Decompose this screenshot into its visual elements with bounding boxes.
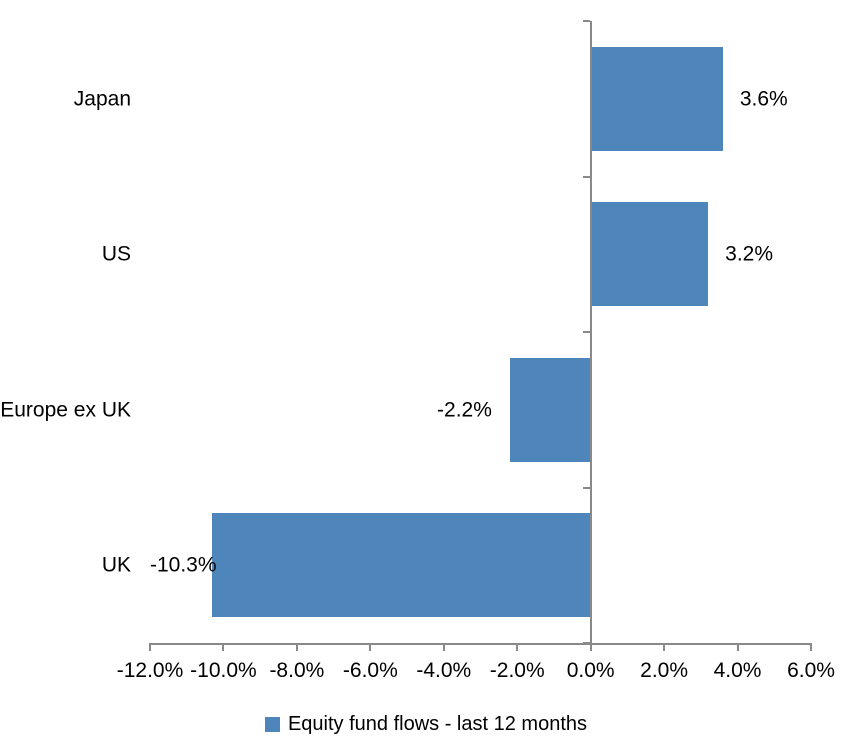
x-tick-mark — [222, 643, 225, 651]
value-label-us: 3.2% — [725, 242, 774, 266]
zero-axis-line — [589, 21, 592, 650]
value-label-japan: 3.6% — [739, 87, 788, 111]
x-tick-mark — [149, 643, 151, 651]
category-label-us: US — [101, 242, 131, 266]
y-tick-mark — [582, 486, 590, 489]
bar-uk — [212, 513, 590, 618]
bar-us — [591, 202, 709, 307]
x-tick-label: -8.0% — [269, 659, 325, 682]
value-label-europe-ex-uk: -2.2% — [437, 398, 492, 422]
legend-swatch-icon — [264, 716, 280, 732]
y-tick-mark — [582, 331, 590, 333]
x-tick-mark — [295, 643, 298, 651]
x-tick-mark — [442, 643, 445, 651]
x-tick-label: -6.0% — [342, 659, 398, 682]
x-axis-line — [150, 643, 811, 645]
y-tick-mark — [582, 20, 590, 22]
x-tick-label: 2.0% — [640, 659, 689, 682]
value-label-uk: -10.3% — [150, 553, 217, 577]
x-tick-mark — [516, 643, 519, 651]
category-label-europe-ex-uk: Europe ex UK — [0, 398, 131, 422]
x-tick-label: -2.0% — [489, 659, 545, 682]
x-tick-label: 4.0% — [713, 659, 762, 682]
x-tick-label: -4.0% — [416, 659, 472, 682]
x-tick-mark — [369, 643, 372, 651]
x-tick-mark — [663, 643, 666, 651]
bar-japan — [591, 46, 723, 151]
x-tick-label: 6.0% — [787, 659, 835, 682]
legend: Equity fund flows - last 12 months — [0, 707, 852, 741]
x-tick-mark — [736, 643, 739, 651]
y-tick-mark — [582, 642, 590, 644]
x-tick-label: -10.0% — [190, 659, 257, 682]
x-tick-label: -12.0% — [116, 659, 184, 682]
x-tick-label: 0.0% — [566, 659, 615, 682]
category-label-uk: UK — [101, 553, 131, 577]
category-label-japan: Japan — [73, 87, 131, 111]
y-tick-mark — [582, 175, 590, 178]
bar-europe-ex-uk — [509, 357, 590, 462]
x-tick-mark — [810, 643, 812, 651]
legend-label: Equity fund flows - last 12 months — [287, 713, 588, 735]
